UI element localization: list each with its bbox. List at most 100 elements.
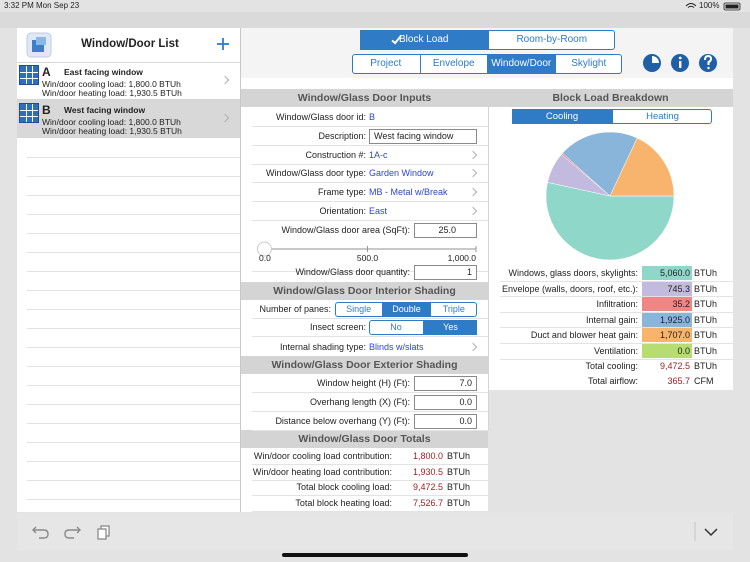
item-name: East facing window [64, 67, 143, 77]
list-item[interactable] [17, 100, 240, 138]
slider-thumb[interactable] [256, 241, 272, 257]
pane-option[interactable]: Double [382, 302, 430, 317]
section-heading: Window/Glass Door Interior Shading [241, 282, 488, 300]
picker-value[interactable]: MB - Metal w/Break [369, 187, 448, 197]
battery-icon [723, 2, 741, 11]
section-heading: Window/Glass Door Exterior Shading [241, 356, 488, 374]
mode-option[interactable]: Room-by-Room [487, 30, 616, 50]
picker-value[interactable]: Garden Window [369, 168, 434, 178]
field-label: Orientation: [319, 206, 366, 216]
breakdown-label: Envelope (walls, doors, roof, etc.): [501, 283, 638, 294]
status-date: Mon Sep 23 [36, 1, 80, 10]
screen-option[interactable]: Yes [423, 320, 477, 335]
row-line [252, 126, 488, 127]
mode-option[interactable]: Block Load [360, 30, 488, 50]
pane-option[interactable]: Single [346, 304, 372, 314]
row-line [252, 392, 488, 393]
text-field[interactable]: 1 [414, 265, 477, 280]
breakdown-label: Windows, glass doors, skylights: [508, 268, 638, 278]
breakdown-total: 365.7 [667, 376, 690, 386]
top-strip [0, 12, 750, 28]
item-name: West facing window [64, 105, 146, 115]
breakdown-unit: BTUh [694, 283, 718, 294]
item-cooling: Win/door cooling load: 1,800.0 BTUh [42, 117, 181, 127]
row-line [252, 510, 488, 512]
text-field[interactable]: 25.0 [414, 223, 477, 238]
tab-option[interactable]: Window/Door [487, 54, 555, 74]
picker-value[interactable]: East [369, 206, 388, 216]
undo-button[interactable] [32, 526, 49, 539]
breakdown-value: 0.0 [642, 344, 692, 358]
slider-label: 1,000.0 [447, 253, 476, 263]
field-label: Total block heating load: [295, 497, 392, 508]
breakdown-label: Total airflow: [587, 376, 638, 386]
field-label: Distance below overhang (Y) (Ft): [275, 416, 410, 426]
info-icon[interactable] [671, 54, 689, 72]
row-line [252, 201, 488, 202]
slider-label: 500.0 [356, 253, 379, 263]
picker-value[interactable]: B [369, 112, 376, 122]
breakdown-label: Internal gain: [585, 314, 638, 325]
home-indicator [282, 553, 468, 557]
field-label: Window/Glass door quantity: [295, 267, 410, 277]
picker-value[interactable]: 1A-c [369, 150, 388, 160]
breakdown-unit: CFM [694, 376, 714, 386]
breakdown-tab[interactable]: Heating [612, 109, 712, 124]
tab-option[interactable]: Skylight [554, 54, 623, 74]
row-line [252, 336, 488, 337]
chart-icon[interactable] [643, 54, 661, 72]
breakdown-unit: BTUh [694, 330, 718, 341]
row-line [252, 411, 488, 412]
row-line [500, 280, 733, 282]
tab-option[interactable]: Envelope [419, 54, 488, 74]
row-line [500, 296, 733, 298]
breakdown-total: 9,472.5 [659, 361, 690, 371]
grid-icon [19, 103, 39, 123]
picker-value[interactable]: Blinds w/slats [369, 342, 424, 352]
sidebar-title: Window/Door List [81, 38, 179, 50]
tab-option[interactable]: Project [370, 58, 402, 69]
add-button[interactable] [217, 38, 229, 50]
help-icon[interactable] [699, 54, 717, 72]
row-line [500, 342, 733, 344]
item-heating: Win/door heating load: 1,930.5 BTUh [42, 88, 182, 98]
text-field[interactable]: 7.0 [414, 376, 477, 391]
row-line [500, 358, 733, 360]
total-value: 7,526.7 [412, 497, 443, 508]
pie-slice [609, 137, 675, 197]
section-heading: Window/Glass Door Inputs [241, 89, 488, 107]
collapse-button[interactable] [704, 528, 718, 537]
field-label: Insect screen: [309, 322, 366, 332]
empty-row-line [27, 328, 240, 329]
redo-button[interactable] [64, 526, 81, 539]
item-cooling: Win/door cooling load: 1,800.0 BTUh [42, 79, 181, 89]
pane-option[interactable]: Triple [429, 302, 477, 317]
item-letter: A [42, 65, 51, 79]
empty-row-line [27, 290, 240, 291]
screen-option[interactable]: No [390, 322, 402, 332]
breakdown-tab[interactable]: Cooling [512, 109, 612, 124]
empty-row-line [27, 157, 240, 158]
row-line [252, 430, 488, 431]
list-item[interactable] [17, 62, 240, 100]
copy-button[interactable] [97, 525, 110, 540]
empty-row-line [27, 366, 240, 367]
text-field[interactable]: 0.0 [414, 414, 477, 429]
status-battery: 100% [699, 1, 720, 10]
row-line [252, 145, 488, 146]
text-field[interactable]: West facing window [369, 129, 477, 144]
field-label: Window/Glass door type: [265, 168, 366, 178]
pie-slice [562, 131, 638, 197]
breakdown-title: Block Load Breakdown [488, 89, 733, 107]
slider-label: 0.0 [259, 253, 271, 263]
total-value: 1,800.0 [412, 451, 443, 461]
empty-row-line [27, 499, 240, 500]
empty-row-line [27, 461, 240, 462]
text-field[interactable]: 0.0 [414, 395, 477, 410]
item-letter: B [42, 103, 51, 117]
empty-row-line [27, 385, 240, 386]
field-label: Description: [318, 131, 366, 141]
empty-row-line [27, 480, 240, 481]
breakdown-unit: BTUh [694, 346, 718, 356]
